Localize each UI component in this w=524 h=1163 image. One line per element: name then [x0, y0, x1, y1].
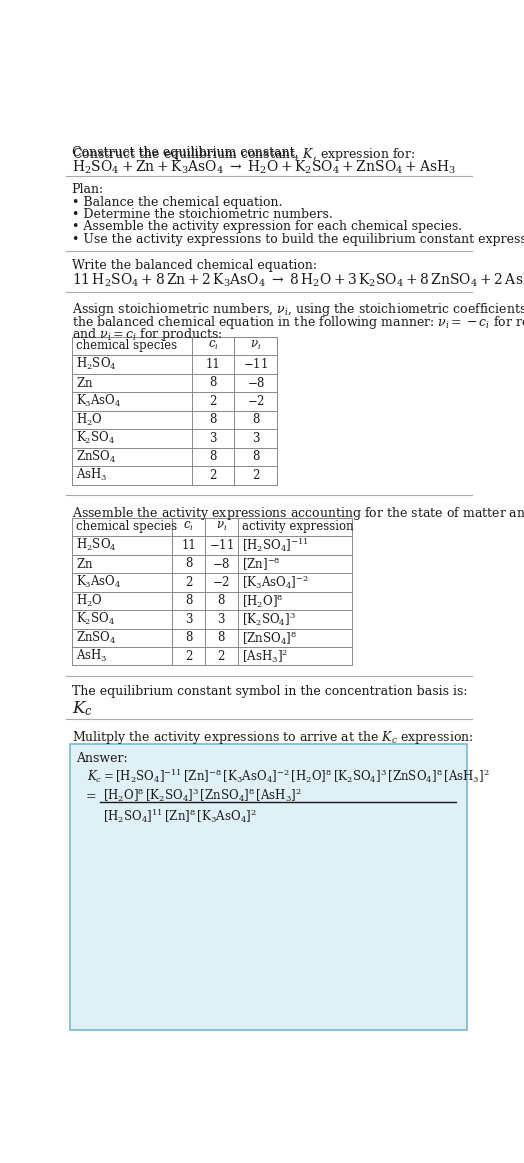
Text: the balanced chemical equation in the following manner: $\nu_i = -c_i$ for react: the balanced chemical equation in the fo… [72, 314, 524, 330]
Text: $[\mathrm{AsH_3}]^{2}$: $[\mathrm{AsH_3}]^{2}$ [242, 648, 288, 665]
Text: $K_c$: $K_c$ [72, 699, 93, 718]
Text: chemical species: chemical species [77, 520, 178, 534]
Text: $\mathrm{H_2SO_4}$: $\mathrm{H_2SO_4}$ [77, 537, 117, 554]
Text: 11: 11 [206, 358, 221, 371]
Text: $[\mathrm{K_3AsO_4}]^{-2}$: $[\mathrm{K_3AsO_4}]^{-2}$ [242, 573, 309, 591]
Text: 8: 8 [217, 632, 225, 644]
Text: $\mathrm{ZnSO_4}$: $\mathrm{ZnSO_4}$ [77, 629, 117, 645]
Text: $[\mathrm{H_2SO_4}]^{-11}$: $[\mathrm{H_2SO_4}]^{-11}$ [242, 536, 309, 555]
FancyBboxPatch shape [70, 744, 467, 1030]
Text: • Use the activity expressions to build the equilibrium constant expression.: • Use the activity expressions to build … [72, 233, 524, 245]
Text: 8: 8 [210, 377, 217, 390]
Text: $c_i$: $c_i$ [183, 520, 194, 534]
Text: 3: 3 [185, 613, 192, 626]
Text: $\mathrm{H_2O}$: $\mathrm{H_2O}$ [77, 412, 103, 428]
Text: activity expression: activity expression [242, 520, 354, 534]
Text: 2: 2 [252, 469, 259, 481]
Text: 8: 8 [185, 557, 192, 570]
Text: 3: 3 [252, 431, 259, 444]
Text: Plan:: Plan: [72, 184, 104, 197]
Text: $[\mathrm{Zn}]^{-8}$: $[\mathrm{Zn}]^{-8}$ [242, 555, 281, 572]
Text: Construct the equilibrium constant,: Construct the equilibrium constant, [72, 145, 302, 158]
Text: 2: 2 [210, 395, 217, 408]
Text: 8: 8 [210, 450, 217, 463]
Text: 2: 2 [185, 650, 192, 663]
Text: 3: 3 [217, 613, 225, 626]
Text: 8: 8 [252, 450, 259, 463]
Text: 2: 2 [210, 469, 217, 481]
Text: $\nu_i$: $\nu_i$ [215, 520, 227, 534]
Text: $[\mathrm{H_2O}]^{8}$: $[\mathrm{H_2O}]^{8}$ [242, 592, 283, 609]
Text: 8: 8 [210, 413, 217, 427]
Text: $\mathrm{K_3AsO_4}$: $\mathrm{K_3AsO_4}$ [77, 575, 122, 591]
Text: 11: 11 [181, 538, 196, 552]
Text: and $\nu_i = c_i$ for products:: and $\nu_i = c_i$ for products: [72, 326, 222, 343]
Text: $\mathrm{H_2O}$: $\mathrm{H_2O}$ [77, 593, 103, 609]
Text: $-2$: $-2$ [212, 576, 231, 590]
Text: Write the balanced chemical equation:: Write the balanced chemical equation: [72, 259, 316, 272]
Text: 2: 2 [185, 576, 192, 588]
Text: $[\mathrm{H_2SO_4}]^{11}\,[\mathrm{Zn}]^{8}\,[\mathrm{K_3AsO_4}]^{2}$: $[\mathrm{H_2SO_4}]^{11}\,[\mathrm{Zn}]^… [103, 807, 257, 826]
Text: $=$: $=$ [83, 789, 96, 801]
Text: • Determine the stoichiometric numbers.: • Determine the stoichiometric numbers. [72, 208, 332, 221]
Text: $\mathrm{H_2SO_4 + Zn + K_3AsO_4 \;\rightarrow\; H_2O + K_2SO_4 + ZnSO_4 + AsH_3: $\mathrm{H_2SO_4 + Zn + K_3AsO_4 \;\righ… [72, 159, 455, 177]
Text: $-8$: $-8$ [246, 376, 265, 390]
Text: $\mathrm{K_2SO_4}$: $\mathrm{K_2SO_4}$ [77, 430, 115, 447]
Text: $\mathrm{K_2SO_4}$: $\mathrm{K_2SO_4}$ [77, 612, 115, 627]
Text: 8: 8 [185, 632, 192, 644]
Text: $c_i$: $c_i$ [208, 340, 219, 352]
Text: $\mathrm{AsH_3}$: $\mathrm{AsH_3}$ [77, 648, 108, 664]
Text: $-11$: $-11$ [243, 357, 268, 371]
Text: $[\mathrm{H_2O}]^{8}\,[\mathrm{K_2SO_4}]^{3}\,[\mathrm{ZnSO_4}]^{8}\,[\mathrm{As: $[\mathrm{H_2O}]^{8}\,[\mathrm{K_2SO_4}]… [103, 785, 302, 804]
Text: $\mathrm{AsH_3}$: $\mathrm{AsH_3}$ [77, 468, 108, 484]
Text: $[\mathrm{ZnSO_4}]^{8}$: $[\mathrm{ZnSO_4}]^{8}$ [242, 629, 297, 647]
Text: $-11$: $-11$ [209, 538, 234, 552]
Text: • Assemble the activity expression for each chemical species.: • Assemble the activity expression for e… [72, 221, 462, 234]
Text: 2: 2 [217, 650, 225, 663]
Text: 8: 8 [185, 594, 192, 607]
Text: 3: 3 [210, 431, 217, 444]
Text: $\mathrm{ZnSO_4}$: $\mathrm{ZnSO_4}$ [77, 449, 117, 465]
Text: The equilibrium constant symbol in the concentration basis is:: The equilibrium constant symbol in the c… [72, 685, 467, 699]
Text: • Balance the chemical equation.: • Balance the chemical equation. [72, 195, 282, 209]
Text: $\nu_i$: $\nu_i$ [250, 340, 261, 352]
Text: 8: 8 [217, 594, 225, 607]
Text: $-8$: $-8$ [212, 557, 231, 571]
Text: Construct the equilibrium constant, $K$, expression for:: Construct the equilibrium constant, $K$,… [72, 145, 415, 163]
Text: Assign stoichiometric numbers, $\nu_i$, using the stoichiometric coefficients, $: Assign stoichiometric numbers, $\nu_i$, … [72, 301, 524, 319]
Text: $\mathrm{K_3AsO_4}$: $\mathrm{K_3AsO_4}$ [77, 393, 122, 409]
Text: Mulitply the activity expressions to arrive at the $K_c$ expression:: Mulitply the activity expressions to arr… [72, 728, 473, 745]
Text: 8: 8 [252, 413, 259, 427]
Text: $[\mathrm{K_2SO_4}]^{3}$: $[\mathrm{K_2SO_4}]^{3}$ [242, 611, 296, 628]
Text: $-2$: $-2$ [247, 394, 265, 408]
Text: $\mathrm{Zn}$: $\mathrm{Zn}$ [77, 376, 94, 390]
Text: $\mathrm{11\,H_2SO_4 + 8\,Zn + 2\,K_3AsO_4 \;\rightarrow\; 8\,H_2O + 3\,K_2SO_4 : $\mathrm{11\,H_2SO_4 + 8\,Zn + 2\,K_3AsO… [72, 272, 524, 290]
Text: $\mathrm{H_2SO_4}$: $\mathrm{H_2SO_4}$ [77, 356, 117, 372]
Text: chemical species: chemical species [77, 340, 178, 352]
Text: $K_c = [\mathrm{H_2SO_4}]^{-11}\,[\mathrm{Zn}]^{-8}\,[\mathrm{K_3AsO_4}]^{-2}\,[: $K_c = [\mathrm{H_2SO_4}]^{-11}\,[\mathr… [87, 768, 490, 785]
Text: Assemble the activity expressions accounting for the state of matter and $\nu_i$: Assemble the activity expressions accoun… [72, 505, 524, 521]
Text: Answer:: Answer: [77, 751, 128, 765]
Text: $\mathrm{Zn}$: $\mathrm{Zn}$ [77, 557, 94, 571]
